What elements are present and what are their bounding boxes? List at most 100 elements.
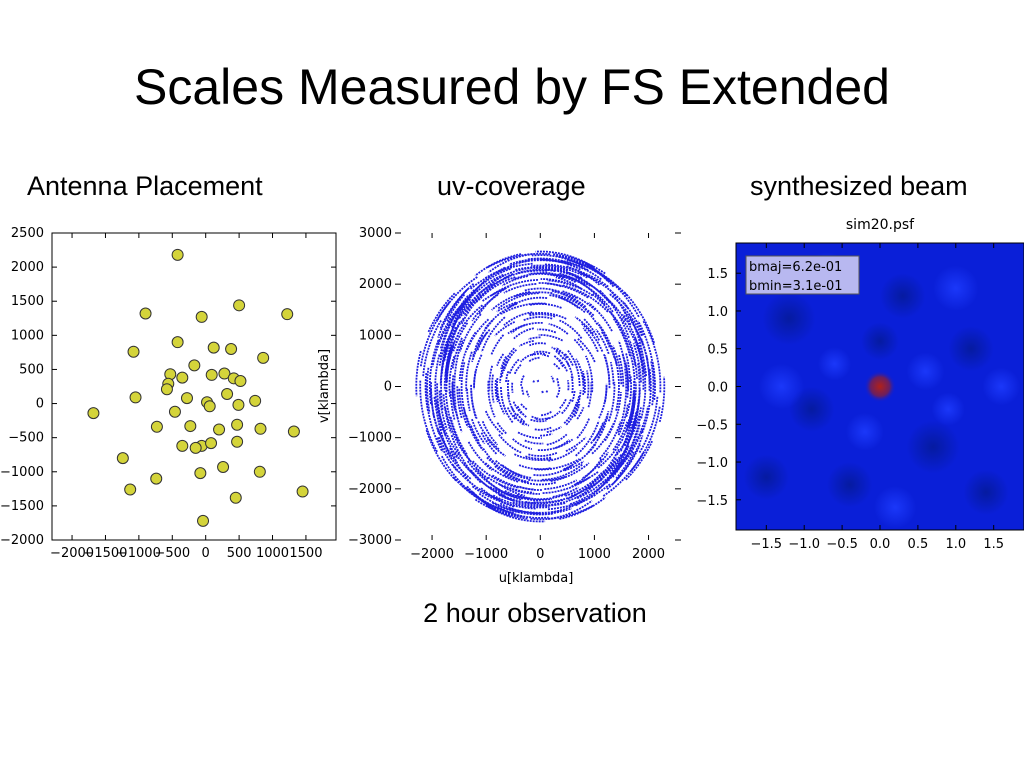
beam-x-tick-label: 0.5	[908, 537, 929, 552]
slide-title: Scales Measured by FS Extended	[134, 59, 890, 115]
uv-track-conjugate	[587, 382, 593, 408]
antenna-x-tick-label: 500	[227, 546, 252, 561]
antenna-marker	[257, 351, 270, 364]
uv-track	[550, 375, 555, 383]
uv-track-conjugate	[533, 464, 573, 477]
uv-track-conjugate	[637, 320, 656, 388]
uv-track	[632, 342, 642, 383]
antenna-x-tick-label: −1500	[83, 546, 127, 561]
uv-track-conjugate	[581, 373, 585, 396]
antenna-marker	[150, 420, 163, 433]
uv-track-conjugate	[502, 404, 514, 424]
uv-track-conjugate	[483, 302, 518, 331]
uv-track	[540, 410, 553, 417]
uv-track	[603, 354, 611, 383]
uv-track-conjugate	[508, 507, 562, 514]
uv-track	[513, 327, 535, 340]
beam-sidelobe	[873, 486, 917, 529]
uv-track	[628, 407, 642, 441]
antenna-y-tick-label: 1500	[11, 294, 44, 309]
uv-track-conjugate	[453, 340, 464, 405]
uv-track-conjugate	[497, 505, 524, 518]
uv-track-conjugate	[527, 356, 540, 363]
uv-track	[505, 370, 510, 383]
uv-track	[540, 432, 553, 437]
uv-track	[425, 429, 458, 483]
uv-track-conjugate	[503, 349, 518, 372]
uv-track-conjugate	[511, 382, 514, 393]
uv-track	[496, 377, 499, 400]
uv-track-conjugate	[459, 313, 482, 352]
uv-track	[544, 263, 609, 288]
antenna-y-tick-label: −1000	[0, 465, 44, 480]
uv-coverage-chart: −2000 −1000 0 1000 2000 −3000 −2000 −1000 0 1000…	[317, 226, 681, 586]
uv-track-conjugate	[445, 317, 459, 348]
uv-track	[529, 303, 562, 309]
uv-track	[563, 442, 597, 471]
beam-plot-title: sim20.psf	[846, 217, 915, 233]
antenna-marker	[254, 422, 267, 435]
uv-track-conjugate	[576, 337, 596, 363]
uv-track-conjugate	[567, 472, 603, 500]
uv-track	[507, 379, 510, 397]
uv-track	[563, 401, 578, 424]
antenna-y-tick-label: −2000	[0, 533, 44, 548]
uv-track-conjugate	[531, 264, 588, 279]
uv-track	[500, 356, 507, 370]
antenna-marker	[188, 359, 201, 372]
antenna-marker	[176, 439, 189, 452]
uv-track-conjugate	[503, 283, 537, 294]
uv-track-conjugate	[519, 485, 543, 491]
uv-track-conjugate	[637, 342, 647, 377]
uv-x-axis-label: u[klambda]	[499, 571, 574, 586]
uv-track	[512, 401, 524, 415]
uv-track-conjugate	[496, 353, 505, 367]
uv-track	[508, 296, 548, 309]
antenna-marker	[194, 467, 207, 480]
uv-track	[573, 338, 584, 351]
uv-x-tick-label: 0	[536, 547, 544, 562]
uv-track-conjugate	[512, 273, 565, 281]
uv-track-conjugate	[561, 284, 609, 313]
beam-x-tick-label: −1.5	[751, 537, 783, 552]
antenna-y-tick-label: 2000	[11, 260, 44, 275]
uv-track	[650, 360, 655, 406]
uv-track	[524, 439, 544, 445]
uv-track-conjugate	[538, 334, 564, 342]
antenna-placement-chart: −2000−1500−1000−500 0 500 1000 1500 −2000−15…	[0, 226, 337, 561]
uv-track	[575, 358, 585, 386]
uv-track-conjugate	[624, 387, 641, 447]
uv-track-conjugate	[451, 382, 456, 411]
antenna-marker	[287, 425, 300, 438]
antenna-marker	[218, 367, 231, 380]
uv-track-conjugate	[537, 328, 557, 334]
uv-track	[555, 377, 560, 387]
uv-track-conjugate	[529, 342, 546, 347]
uv-track-conjugate	[432, 413, 447, 446]
uv-track-conjugate	[625, 391, 635, 432]
uv-track-conjugate	[526, 257, 589, 271]
antenna-marker	[197, 514, 210, 527]
uv-track-conjugate	[546, 433, 568, 446]
antenna-marker	[232, 398, 245, 411]
uv-track	[622, 406, 649, 462]
beam-sidelobe	[880, 273, 926, 319]
synthesized-beam-heading: synthesized beam	[750, 171, 968, 201]
uv-track	[633, 336, 645, 390]
uv-track-conjugate	[456, 304, 483, 336]
uv-track-conjugate	[498, 483, 526, 497]
uv-track-conjugate	[426, 367, 431, 413]
uv-track	[532, 380, 536, 384]
uv-track-conjugate	[575, 420, 600, 457]
uv-track	[478, 273, 514, 301]
uv-track	[640, 358, 647, 419]
uv-track	[525, 499, 564, 505]
uv-track	[529, 313, 556, 318]
uv-track	[569, 469, 619, 506]
uv-track	[555, 276, 582, 290]
antenna-marker	[225, 342, 238, 355]
uv-track-conjugate	[514, 453, 553, 461]
beam-sidelobe	[982, 367, 1021, 406]
uv-track-conjugate	[554, 438, 574, 449]
uv-track-conjugate	[477, 285, 510, 316]
